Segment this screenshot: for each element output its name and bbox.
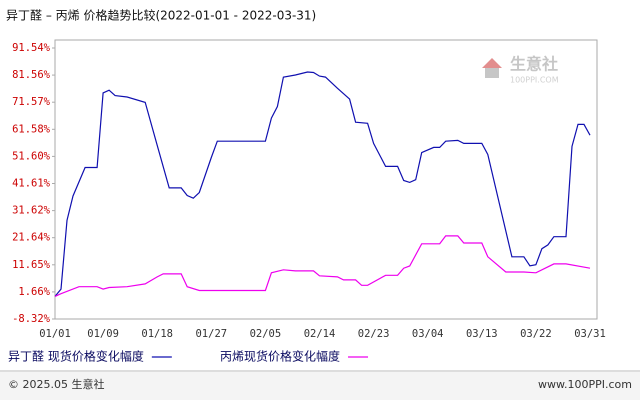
footer-right: www.100PPI.com	[538, 378, 632, 391]
y-tick-label: 11.65%	[12, 259, 51, 271]
x-tick-label: 03/04	[412, 328, 444, 340]
x-tick-label: 01/18	[141, 328, 173, 340]
watermark-sub: 100PPI.COM	[510, 76, 559, 85]
x-tick-label: 03/22	[520, 328, 552, 340]
legend-label: 丙烯现货价格变化幅度	[220, 349, 340, 364]
x-tick-label: 03/31	[574, 328, 606, 340]
series-line	[54, 71, 591, 297]
y-tick-label: 81.56%	[12, 69, 51, 81]
x-tick-label: 01/27	[195, 328, 227, 340]
footer-bg	[0, 372, 640, 400]
x-tick-label: 01/01	[39, 328, 71, 340]
x-tick-label: 03/13	[466, 328, 498, 340]
legend-label: 异丁醛 现货价格变化幅度	[8, 349, 144, 364]
watermark-logo: 生意社 100PPI.COM	[482, 55, 559, 85]
footer-left: © 2025.05 生意社	[8, 377, 104, 391]
y-tick-label: 1.66%	[18, 286, 50, 298]
y-tick-label: 51.60%	[12, 150, 51, 162]
y-tick-label: -8.32%	[12, 313, 51, 325]
x-tick-label: 02/14	[304, 328, 336, 340]
x-tick-label: 02/23	[358, 328, 390, 340]
watermark: 生意社	[510, 55, 558, 74]
y-tick-label: 71.57%	[12, 96, 51, 108]
y-tick-label: 91.54%	[12, 42, 51, 54]
plot-frame	[54, 39, 598, 320]
x-tick-label: 02/05	[250, 328, 282, 340]
y-tick-label: 21.64%	[12, 232, 51, 244]
y-tick-label: 31.62%	[12, 205, 51, 217]
series-line	[54, 235, 591, 297]
chart-title: 异丁醛 – 丙烯 价格趋势比较(2022-01-01 - 2022-03-31)	[6, 8, 316, 23]
x-tick-label: 01/09	[87, 328, 119, 340]
y-tick-label: 61.58%	[12, 123, 51, 135]
y-tick-label: 41.61%	[12, 178, 51, 190]
